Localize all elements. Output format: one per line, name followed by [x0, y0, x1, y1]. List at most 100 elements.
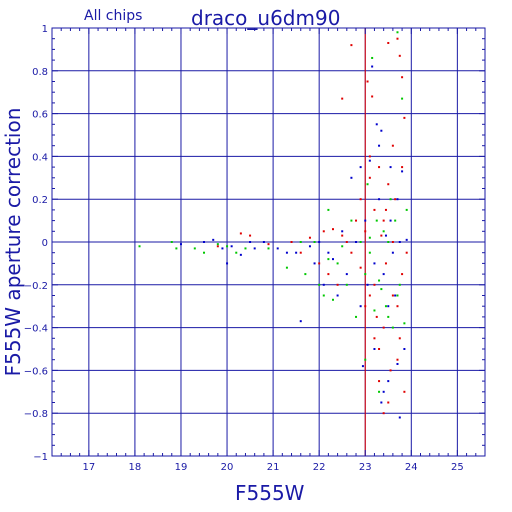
data-point-red — [373, 337, 376, 340]
data-point-red — [391, 144, 394, 147]
data-point-red — [368, 155, 371, 158]
data-point-blue — [371, 65, 374, 68]
data-point-green — [380, 288, 383, 291]
data-point-red — [350, 44, 353, 47]
y-tick-label: 0.4 — [32, 152, 48, 163]
data-point-green — [170, 241, 173, 243]
data-point-blue — [396, 362, 399, 365]
data-point-green — [341, 245, 344, 248]
data-point-blue — [359, 166, 362, 169]
data-point-blue — [384, 234, 387, 237]
data-point-blue — [262, 241, 265, 243]
data-point-blue — [405, 238, 408, 241]
data-points — [138, 31, 408, 419]
data-point-green — [267, 247, 270, 250]
data-point-blue — [327, 251, 330, 254]
data-point-green — [378, 390, 381, 393]
data-point-red — [345, 241, 348, 243]
data-point-red — [384, 262, 387, 265]
data-point-blue — [345, 273, 348, 276]
data-point-red — [403, 390, 406, 393]
data-point-green — [318, 283, 321, 286]
data-point-red — [318, 262, 321, 265]
data-point-blue — [239, 253, 242, 256]
data-point-red — [359, 198, 362, 201]
data-point-green — [387, 241, 390, 243]
data-point-green — [226, 245, 229, 248]
y-tick-label: −0.8 — [24, 409, 48, 420]
x-tick-label: 18 — [129, 462, 142, 473]
data-point-red — [403, 116, 406, 119]
data-point-green — [193, 247, 196, 250]
data-point-blue — [378, 198, 381, 201]
data-point-red — [398, 54, 401, 57]
data-point-green — [203, 251, 206, 254]
data-point-blue — [373, 348, 376, 350]
data-point-blue — [299, 320, 302, 323]
data-point-green — [327, 208, 330, 211]
data-point-blue — [212, 238, 215, 241]
data-point-red — [366, 80, 369, 83]
data-point-green — [322, 294, 325, 297]
data-point-green — [235, 251, 238, 254]
data-point-blue — [387, 380, 390, 383]
data-point-green — [398, 283, 401, 286]
x-axis-label: F555W — [235, 481, 305, 505]
data-point-green — [368, 236, 371, 239]
axis-ticks — [51, 27, 486, 457]
x-tick-label: 22 — [313, 462, 326, 473]
data-point-blue — [401, 170, 404, 173]
data-point-red — [364, 305, 367, 308]
data-point-green — [244, 247, 247, 250]
x-tick-label: 24 — [405, 462, 418, 473]
y-tick-labels: −1 −0.8 −0.6 −0.4 −0.2 0 0.2 0.4 0.6 0.8 1 — [24, 24, 48, 463]
data-point-green — [336, 262, 339, 265]
data-point-green — [375, 219, 378, 222]
data-point-blue — [253, 247, 256, 250]
data-point-blue — [295, 251, 298, 254]
data-point-red — [239, 232, 242, 235]
x-tick-label: 17 — [82, 462, 95, 473]
data-point-green — [175, 247, 178, 250]
data-point-green — [403, 322, 406, 325]
data-point-green — [382, 230, 385, 233]
data-point-red — [382, 326, 385, 329]
data-point-red — [371, 95, 374, 98]
data-point-green — [401, 97, 404, 100]
x-tick-label: 19 — [175, 462, 188, 473]
data-point-blue — [313, 262, 316, 265]
data-point-blue — [398, 416, 401, 419]
data-point-green — [396, 294, 399, 297]
data-point-red — [401, 166, 404, 169]
data-point-blue — [364, 219, 367, 222]
data-point-blue — [336, 294, 339, 297]
data-point-red — [391, 294, 394, 297]
data-point-green — [345, 283, 348, 286]
data-point-red — [355, 219, 358, 222]
data-point-red — [382, 219, 385, 222]
data-point-red — [350, 251, 353, 254]
data-point-blue — [368, 159, 371, 162]
data-point-red — [387, 401, 390, 404]
data-point-blue — [396, 198, 399, 201]
data-point-red — [368, 294, 371, 297]
data-point-green — [216, 243, 219, 246]
data-point-red — [359, 266, 362, 269]
data-point-blue — [359, 305, 362, 308]
data-point-red — [394, 198, 397, 201]
chart-subtitle: All chips — [84, 8, 142, 24]
y-axis-label: F555W aperture correction — [1, 108, 25, 377]
y-tick-label: −0.6 — [24, 366, 48, 377]
data-point-red — [322, 230, 325, 233]
data-point-green — [304, 273, 307, 276]
data-point-red — [378, 166, 381, 169]
data-point-blue — [203, 241, 206, 243]
data-point-red — [405, 251, 408, 254]
data-point-red — [391, 241, 394, 243]
y-tick-label: 0.8 — [32, 67, 48, 78]
data-point-green — [405, 208, 408, 211]
data-point-blue — [380, 401, 383, 404]
data-point-red — [341, 97, 344, 100]
data-point-red — [396, 305, 399, 308]
data-point-blue — [373, 262, 376, 265]
